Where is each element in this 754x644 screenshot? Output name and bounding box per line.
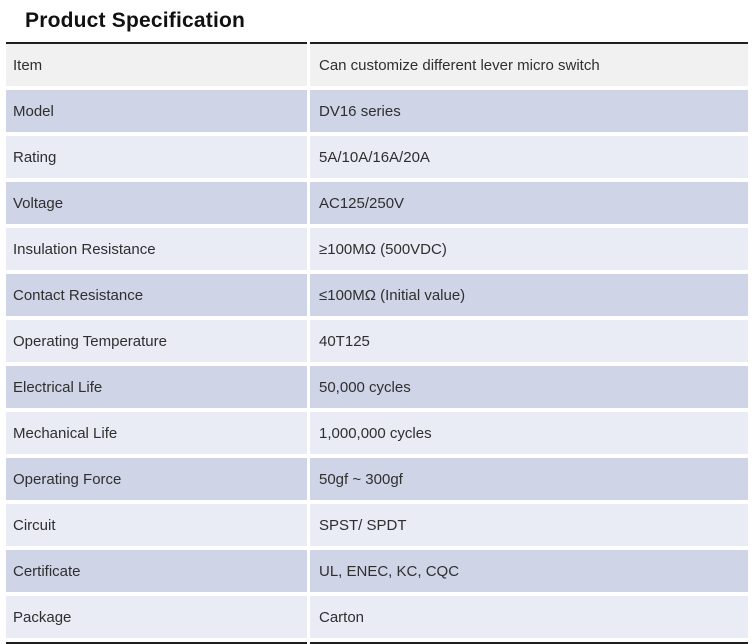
spec-label: Operating Force — [6, 458, 307, 500]
spec-value: 40T125 — [310, 320, 748, 362]
title-bar: Product Specification — [0, 0, 754, 42]
spec-label: Electrical Life — [6, 366, 307, 408]
table-row: Insulation Resistance ≥100MΩ (500VDC) — [6, 228, 748, 270]
spec-value: SPST/ SPDT — [310, 504, 748, 546]
table-row: Mechanical Life 1,000,000 cycles — [6, 412, 748, 454]
table-row: Contact Resistance ≤100MΩ (Initial value… — [6, 274, 748, 316]
table-row: Electrical Life 50,000 cycles — [6, 366, 748, 408]
spec-label: Contact Resistance — [6, 274, 307, 316]
spec-label: Model — [6, 90, 307, 132]
table-row: Circuit SPST/ SPDT — [6, 504, 748, 546]
spec-label: Circuit — [6, 504, 307, 546]
table-row: Voltage AC125/250V — [6, 182, 748, 224]
spec-value: ≤100MΩ (Initial value) — [310, 274, 748, 316]
spec-label: Package — [6, 596, 307, 638]
table-row: Package Carton — [6, 596, 748, 638]
spec-value: Carton — [310, 596, 748, 638]
spec-label: Rating — [6, 136, 307, 178]
table-row: Operating Force 50gf ~ 300gf — [6, 458, 748, 500]
bottom-border-left-segment — [6, 642, 307, 644]
table-row: Model DV16 series — [6, 90, 748, 132]
spec-value: 50gf ~ 300gf — [310, 458, 748, 500]
spec-label: Item — [6, 44, 307, 86]
spec-value: 5A/10A/16A/20A — [310, 136, 748, 178]
spec-value: 1,000,000 cycles — [310, 412, 748, 454]
spec-label: Certificate — [6, 550, 307, 592]
spec-label: Mechanical Life — [6, 412, 307, 454]
spec-table: Item Can customize different lever micro… — [6, 42, 748, 644]
page-title: Product Specification — [25, 9, 246, 32]
spec-value: Can customize different lever micro swit… — [310, 44, 748, 86]
spec-value: DV16 series — [310, 90, 748, 132]
top-border-right-segment — [310, 42, 748, 44]
table-bottom-border — [6, 642, 748, 644]
spec-value: UL, ENEC, KC, CQC — [310, 550, 748, 592]
table-row: Item Can customize different lever micro… — [6, 44, 748, 86]
table-row: Operating Temperature 40T125 — [6, 320, 748, 362]
spec-label: Voltage — [6, 182, 307, 224]
top-border-left-segment — [6, 42, 307, 44]
bottom-border-right-segment — [310, 642, 748, 644]
table-row: Rating 5A/10A/16A/20A — [6, 136, 748, 178]
spec-label: Operating Temperature — [6, 320, 307, 362]
table-row: Certificate UL, ENEC, KC, CQC — [6, 550, 748, 592]
spec-value: 50,000 cycles — [310, 366, 748, 408]
spec-value: ≥100MΩ (500VDC) — [310, 228, 748, 270]
spec-label: Insulation Resistance — [6, 228, 307, 270]
table-top-border — [6, 42, 748, 44]
spec-value: AC125/250V — [310, 182, 748, 224]
